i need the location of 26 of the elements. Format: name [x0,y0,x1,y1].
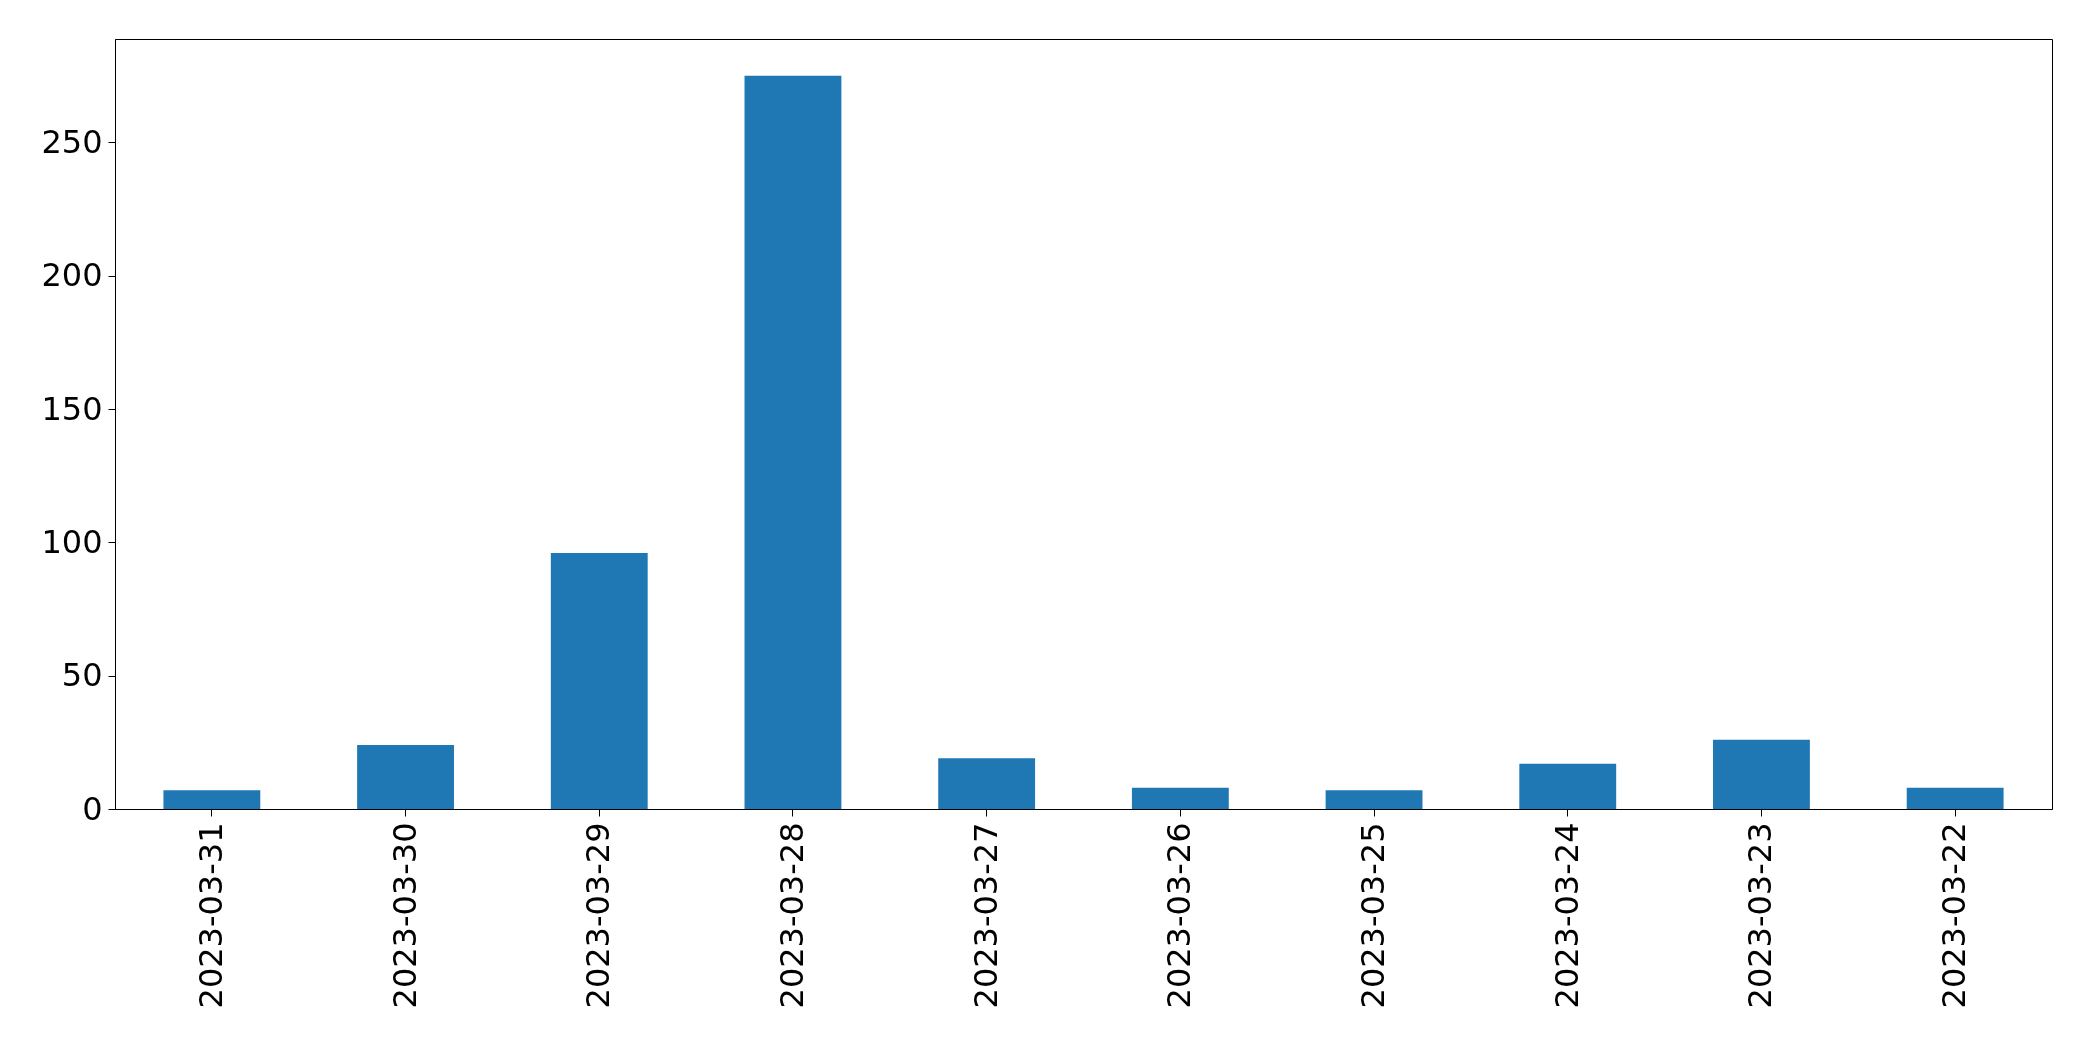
y-tick-label: 100 [41,522,103,561]
y-tick-label: 250 [41,122,103,161]
x-tick-label: 2023-03-24 [1547,822,1586,1009]
x-tick-label: 2023-03-30 [385,822,424,1009]
y-tick-label: 150 [41,389,103,428]
bar [1131,787,1229,809]
y-tick-label: 50 [61,656,103,695]
bar [1325,790,1423,809]
x-tick-label: 2023-03-29 [579,822,618,1009]
bar [163,790,261,809]
bar [744,75,842,809]
x-tick-label: 2023-03-27 [966,822,1005,1009]
x-tick-label: 2023-03-26 [1160,822,1199,1009]
bar [357,745,454,809]
y-tick-label: 200 [41,256,103,295]
x-tick-label: 2023-03-25 [1354,822,1393,1009]
bar [550,553,648,809]
x-tick-label: 2023-03-31 [191,822,230,1009]
y-tick-label: 0 [82,789,103,828]
bar [1906,787,2004,809]
bar [1713,739,1810,809]
x-tick-label: 2023-03-28 [772,822,811,1009]
x-tick-label: 2023-03-22 [1935,822,1974,1009]
bar [938,758,1036,809]
bar [1519,763,1617,809]
x-tick-label: 2023-03-23 [1741,822,1780,1009]
